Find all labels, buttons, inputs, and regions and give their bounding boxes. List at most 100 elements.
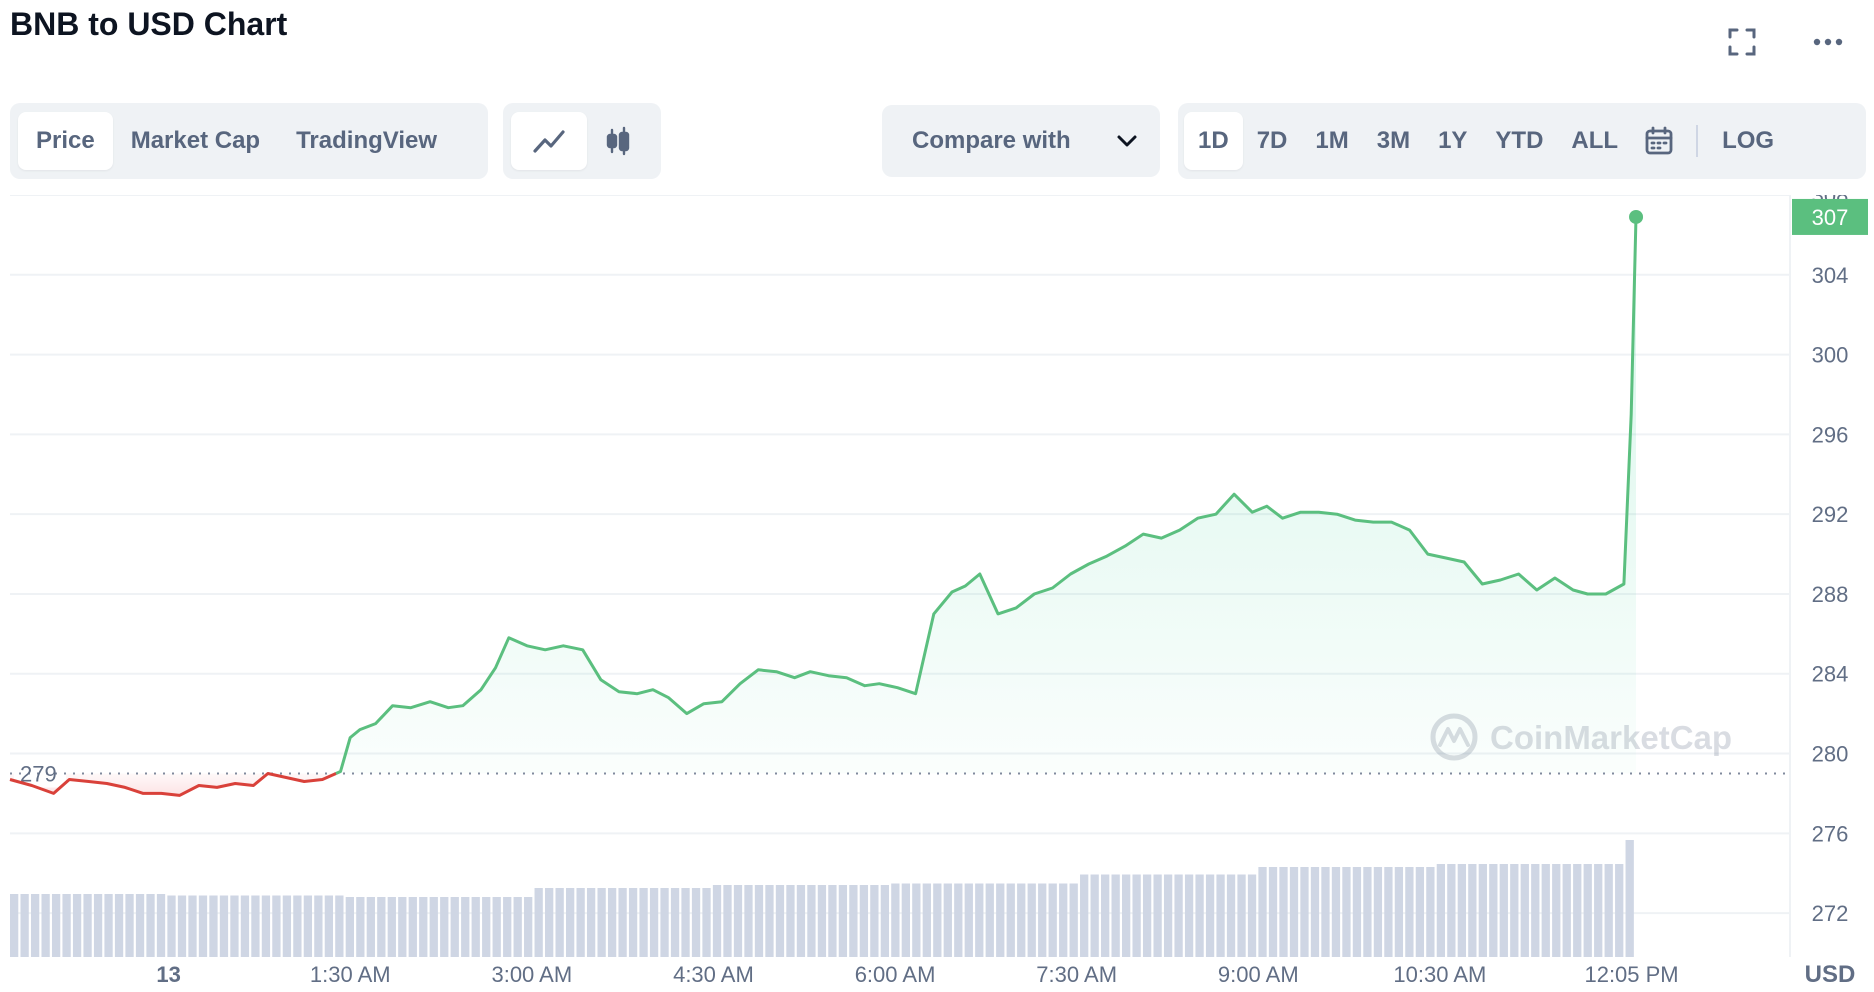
volume-bar [492, 897, 501, 957]
coinmarketcap-watermark: CoinMarketCap [1430, 713, 1732, 761]
y-tick-label: 288 [1812, 582, 1849, 607]
volume-bar [482, 897, 491, 957]
volume-bar [1142, 874, 1152, 957]
volume-bar [1101, 874, 1110, 957]
volume-bar [1478, 864, 1487, 957]
range-1y[interactable]: 1Y [1438, 127, 1468, 154]
volume-bar [545, 888, 554, 957]
volume-bar [1300, 867, 1309, 957]
volume-bar [775, 885, 785, 957]
volume-bar [681, 888, 690, 957]
y-tick-label: 272 [1812, 901, 1849, 926]
volume-bar [429, 897, 438, 957]
volume-bar [1069, 883, 1078, 957]
x-axis: 13 1:30 AM 3:00 AM 4:30 AM 6:00 AM 7:30 AM 9:0… [156, 962, 1678, 987]
page-title: BNB to USD Chart [10, 6, 288, 42]
volume-bar [576, 888, 585, 957]
compare-with-dropdown[interactable]: Compare with [882, 105, 1160, 177]
volume-bar [1048, 883, 1057, 957]
toolbar-divider [1696, 125, 1699, 157]
volume-bar [408, 897, 417, 957]
range-ytd[interactable]: YTD [1495, 127, 1544, 154]
range-1d[interactable]: 1D [1184, 112, 1243, 170]
volume-bar [51, 894, 61, 957]
volume-bar [912, 883, 921, 957]
y-tick-label: 276 [1812, 821, 1849, 846]
volume-bar [1279, 867, 1288, 957]
volume-bar [198, 895, 208, 957]
current-price-dot [1629, 209, 1644, 224]
price-area-up [336, 216, 1636, 774]
volume-bar [954, 883, 963, 957]
volume-bar [1531, 864, 1540, 957]
volume-bar [20, 894, 29, 957]
y-tick-label: 280 [1812, 742, 1849, 767]
volume-bar [1216, 874, 1225, 957]
volume-bar [1289, 867, 1299, 957]
volume-bar [1080, 874, 1089, 957]
volume-bar [93, 894, 103, 957]
range-7d[interactable]: 7D [1256, 127, 1288, 154]
volume-bar [838, 885, 848, 957]
volume-bar [1237, 874, 1246, 957]
volume-bar [1059, 883, 1068, 957]
volume-bar [30, 894, 40, 957]
tab-tradingview[interactable]: TradingView [296, 127, 438, 154]
volume-bar [649, 888, 659, 957]
volume-bar [1342, 867, 1351, 957]
volume-bar [607, 888, 617, 957]
volume-bar [1457, 864, 1466, 957]
calendar-button[interactable] [1632, 112, 1686, 170]
price-line [9, 216, 1638, 797]
candlestick-button[interactable] [587, 112, 649, 170]
volume-bar [1625, 840, 1634, 957]
volume-bar [712, 885, 722, 957]
volume-bar [450, 897, 459, 957]
x-tick-label: 3:00 AM [491, 962, 572, 987]
volume-bar [461, 897, 470, 957]
y-tick-label: 300 [1812, 343, 1849, 368]
volume-bar [366, 897, 375, 957]
volume-bar [72, 894, 82, 957]
range-1m[interactable]: 1M [1315, 127, 1349, 154]
volume-bar [901, 883, 910, 957]
line-chart-icon [533, 130, 565, 153]
volume-bar [303, 895, 313, 957]
range-3m[interactable]: 3M [1376, 127, 1411, 154]
volume-bar [293, 895, 302, 957]
fullscreen-button[interactable] [1722, 22, 1762, 62]
watermark-text: CoinMarketCap [1490, 719, 1732, 756]
more-options-button[interactable] [1808, 22, 1848, 62]
volume-bar [135, 894, 145, 957]
volume-bar [1562, 864, 1571, 957]
volume-bar [272, 895, 281, 957]
volume-bar [83, 894, 92, 957]
current-price-badge-bg [1792, 198, 1868, 235]
more-icon [1813, 38, 1843, 46]
volume-bar [1226, 874, 1236, 957]
line-chart-button[interactable] [511, 112, 587, 170]
log-scale-toggle[interactable]: LOG [1722, 127, 1775, 154]
volume-bar [356, 897, 365, 957]
volume-bar [1163, 874, 1173, 957]
current-price-badge-text: 307 [1812, 205, 1849, 230]
volume-bar [1594, 864, 1603, 957]
volume-bar [1321, 867, 1330, 957]
volume-bar [1027, 883, 1036, 957]
volume-bar [733, 885, 743, 957]
volume-bar [1090, 874, 1099, 957]
tab-market-cap[interactable]: Market Cap [130, 127, 261, 154]
fullscreen-icon [1728, 28, 1756, 56]
volume-bar [345, 897, 354, 957]
volume-bar [849, 885, 858, 957]
volume-bar [1415, 867, 1425, 957]
volume-bar [1583, 864, 1592, 957]
volume-bar [1017, 883, 1026, 957]
range-all[interactable]: ALL [1571, 127, 1619, 154]
tab-price[interactable]: Price [18, 112, 113, 170]
volume-bar [1468, 864, 1477, 957]
volume-bar [1604, 864, 1613, 957]
price-area [10, 216, 1636, 796]
volume-bar [796, 885, 806, 957]
volume-bar [114, 894, 124, 957]
